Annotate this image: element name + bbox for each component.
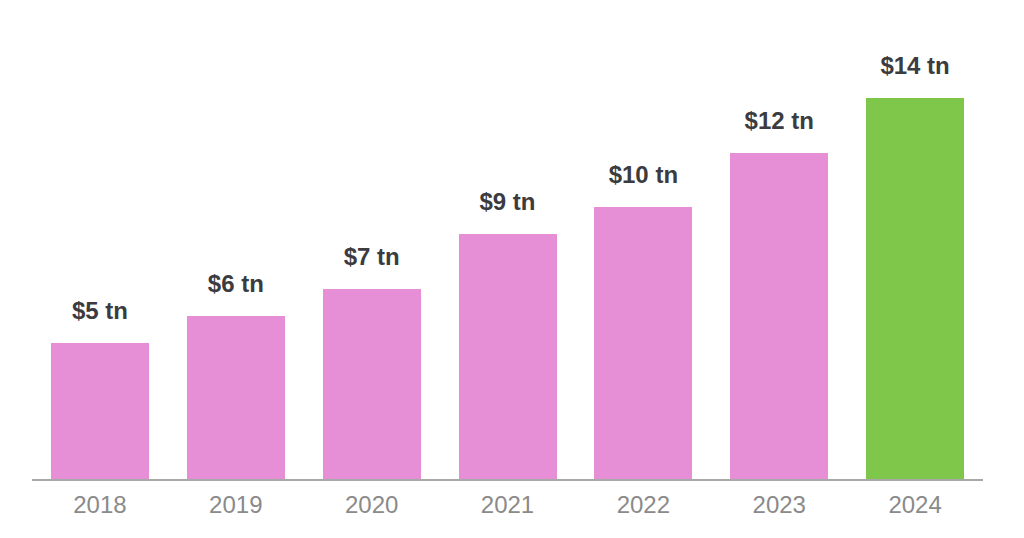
bar-value-label: $12 tn <box>745 107 814 135</box>
x-tick-2018: 2018 <box>32 481 168 519</box>
bar-value-label: $14 tn <box>880 52 949 80</box>
plot-area: $5 tn $6 tn $7 tn $9 tn $10 tn $12 tn <box>32 0 983 519</box>
x-axis-tick-labels: 2018 2019 2020 2021 2022 2023 2024 <box>32 481 983 519</box>
bar-2022 <box>594 207 692 479</box>
bar-value-label: $9 tn <box>480 188 536 216</box>
bar-value-label: $6 tn <box>208 270 264 298</box>
bar-chart: $5 tn $6 tn $7 tn $9 tn $10 tn $12 tn <box>0 0 1024 538</box>
x-tick-2020: 2020 <box>304 481 440 519</box>
x-tick-2023: 2023 <box>711 481 847 519</box>
bar-2024-highlighted <box>866 98 964 479</box>
x-tick-2022: 2022 <box>575 481 711 519</box>
bar-value-label: $10 tn <box>609 161 678 189</box>
bar-2023 <box>730 153 828 479</box>
bars-row: $5 tn $6 tn $7 tn $9 tn $10 tn $12 tn <box>32 0 983 479</box>
bar-column-2024: $14 tn <box>847 52 983 479</box>
x-tick-2024: 2024 <box>847 481 983 519</box>
bar-2018 <box>51 343 149 479</box>
bar-column-2020: $7 tn <box>304 243 440 479</box>
bar-column-2023: $12 tn <box>711 107 847 479</box>
bar-2021 <box>459 234 557 479</box>
bar-value-label: $5 tn <box>72 297 128 325</box>
bar-column-2022: $10 tn <box>575 161 711 479</box>
bar-2020 <box>323 289 421 479</box>
bar-2019 <box>187 316 285 479</box>
x-tick-2021: 2021 <box>440 481 576 519</box>
bar-column-2021: $9 tn <box>440 188 576 479</box>
bar-column-2018: $5 tn <box>32 297 168 479</box>
bar-value-label: $7 tn <box>344 243 400 271</box>
x-tick-2019: 2019 <box>168 481 304 519</box>
bar-column-2019: $6 tn <box>168 270 304 479</box>
